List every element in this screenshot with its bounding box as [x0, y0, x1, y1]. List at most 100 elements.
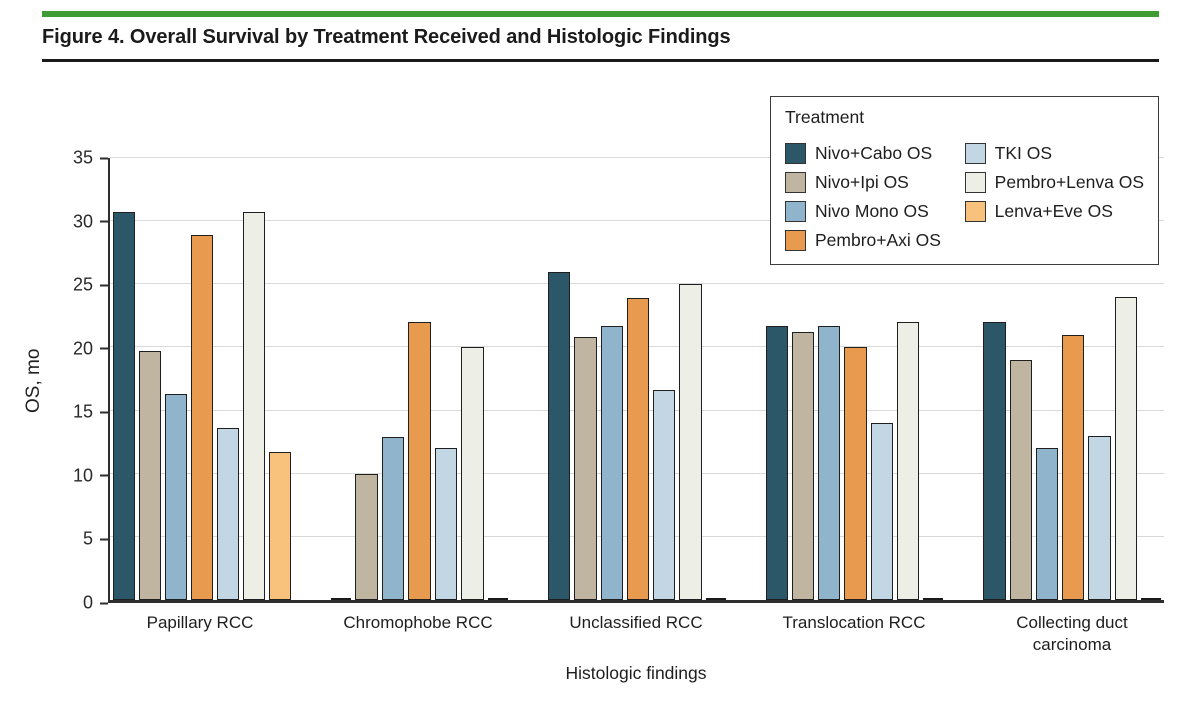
- y-tick-0: 0: [69, 593, 108, 614]
- group-unclassified-rcc: [548, 158, 726, 600]
- bar-pembro-axi-os: [190, 235, 213, 600]
- y-tick-label: 20: [72, 338, 93, 359]
- y-tick-label: 10: [72, 465, 93, 486]
- legend-box: Treatment Nivo+Cabo OS Nivo+Ipi OS Nivo Mo…: [770, 96, 1159, 265]
- y-tick-mark: [100, 474, 108, 477]
- legend-item-tki-os: TKI OS: [964, 143, 1144, 164]
- legend-column-2: TKI OS Pembro+Lenva OS Lenva+Eve OS: [964, 135, 1144, 251]
- bar-pembro-lenva-os: [242, 212, 265, 600]
- legend-label: TKI OS: [994, 143, 1053, 163]
- y-tick-15: 15: [69, 402, 108, 423]
- y-tick-mark: [100, 157, 108, 159]
- bar-nivo-mono-os: [381, 437, 405, 600]
- bar-pembro-lenva-os: [1114, 296, 1137, 600]
- group-papillary-rcc: [113, 158, 291, 600]
- y-tick-mark: [100, 538, 108, 541]
- legend-label: Lenva+Eve OS: [994, 201, 1113, 221]
- legend-swatch-pembro-axi-os: [785, 230, 806, 251]
- bar-pembro-axi-os: [408, 322, 431, 600]
- bar-tki-os: [870, 423, 893, 600]
- y-tick-mark: [100, 602, 108, 604]
- bar-nivo-cabo-os: [548, 271, 571, 600]
- bar-lenva-eve-os: [268, 452, 291, 600]
- bar-nivo-mono-os: [1035, 448, 1059, 600]
- y-tick-mark: [100, 411, 108, 414]
- legend-swatch-nivo-cabo-os: [785, 143, 806, 164]
- category-label-unclassified-rcc: Unclassified RCC: [547, 612, 725, 656]
- bar-nivo-mono-os: [600, 325, 623, 600]
- bar-pembro-axi-os: [1062, 334, 1085, 600]
- gridline-35: [110, 157, 1164, 158]
- figure-title: Figure 4. Overall Survival by Treatment …: [42, 26, 731, 48]
- bar-nivo-cabo-os: [983, 322, 1006, 600]
- y-tick-mark: [100, 347, 108, 350]
- title-rule: [42, 59, 1159, 62]
- bar-pembro-lenva-os: [679, 284, 702, 600]
- legend-title: Treatment: [785, 107, 865, 127]
- category-label-text: Papillary RCC: [146, 613, 254, 632]
- category-label-text: Chromophobe RCC: [343, 613, 493, 632]
- category-label-text: Unclassified RCC: [569, 613, 703, 632]
- category-label-text: Translocation RCC: [782, 613, 926, 632]
- legend-item-nivo-cabo-os: Nivo+Cabo OS: [785, 143, 965, 164]
- y-tick-label: 25: [72, 274, 93, 295]
- bar-tki-os: [434, 448, 458, 600]
- group-chromophobe-rcc: [330, 158, 509, 600]
- bar-nivo-ipi-os: [138, 351, 161, 600]
- bar-lenva-eve-os: [705, 598, 726, 600]
- gridline-25: [110, 283, 1164, 285]
- figure-accent-bar: [42, 11, 1159, 17]
- bar-tki-os: [216, 428, 239, 600]
- bar-lenva-eve-os: [487, 598, 509, 600]
- y-tick-20: 20: [69, 338, 108, 359]
- category-label-papillary-rcc: Papillary RCC: [111, 612, 289, 656]
- y-tick-35: 35: [69, 148, 108, 169]
- legend-item-pembro-axi-os: Pembro+Axi OS: [785, 230, 965, 251]
- y-tick-label: 0: [82, 592, 93, 613]
- bar-tki-os: [1088, 435, 1111, 600]
- y-tick-5: 5: [69, 529, 108, 550]
- y-tick-10: 10: [69, 465, 108, 486]
- bar-lenva-eve-os: [923, 598, 944, 600]
- y-tick-label: 5: [82, 528, 93, 549]
- bar-tki-os: [653, 390, 676, 600]
- y-tick-label: 30: [72, 211, 93, 232]
- legend-label: Nivo+Cabo OS: [815, 143, 933, 163]
- bar-nivo-ipi-os: [1009, 360, 1032, 600]
- legend-columns: Nivo+Cabo OS Nivo+Ipi OS Nivo Mono OS Pembr…: [785, 135, 1144, 251]
- bar-nivo-ipi-os: [792, 332, 815, 600]
- legend-column-1: Nivo+Cabo OS Nivo+Ipi OS Nivo Mono OS Pembr…: [785, 135, 965, 251]
- legend-label: Nivo+Ipi OS: [815, 172, 909, 192]
- bar-groups: [110, 158, 1164, 600]
- y-tick-25: 25: [69, 275, 108, 296]
- category-label-translocation-rcc: Translocation RCC: [765, 612, 943, 656]
- bar-nivo-mono-os: [164, 394, 187, 600]
- legend-item-nivo-ipi-os: Nivo+Ipi OS: [785, 172, 965, 193]
- bar-nivo-ipi-os: [355, 473, 378, 600]
- legend-swatch-pembro-lenva-os: [964, 172, 986, 193]
- bar-pembro-axi-os: [626, 298, 650, 600]
- y-tick-label: 35: [72, 147, 93, 168]
- y-tick-mark: [100, 284, 108, 287]
- y-tick-30: 30: [69, 211, 108, 232]
- bar-nivo-cabo-os: [113, 212, 135, 600]
- x-category-labels: Papillary RCC Chromophobe RCC Unclassified…: [108, 612, 1164, 656]
- bar-pembro-lenva-os: [896, 322, 920, 600]
- group-collecting-duct-carcinoma: [983, 158, 1162, 600]
- category-label-collecting-duct-carcinoma: Collecting duct carcinoma: [983, 612, 1161, 656]
- gridline-30: [110, 220, 1164, 222]
- bar-pembro-axi-os: [844, 347, 867, 600]
- bar-nivo-cabo-os: [765, 325, 789, 600]
- legend-label: Nivo Mono OS: [815, 201, 929, 221]
- legend-swatch-tki-os: [964, 143, 986, 164]
- bar-nivo-mono-os: [818, 325, 841, 600]
- legend-label: Pembro+Lenva OS: [994, 172, 1144, 192]
- plot-area: [108, 157, 1164, 603]
- group-translocation-rcc: [765, 158, 944, 600]
- legend-swatch-nivo-ipi-os: [785, 172, 806, 193]
- legend-item-nivo-mono-os: Nivo Mono OS: [785, 201, 965, 222]
- bar-nivo-cabo-os: [330, 598, 352, 600]
- legend-item-pembro-lenva-os: Pembro+Lenva OS: [964, 172, 1144, 193]
- bar-pembro-lenva-os: [461, 347, 484, 600]
